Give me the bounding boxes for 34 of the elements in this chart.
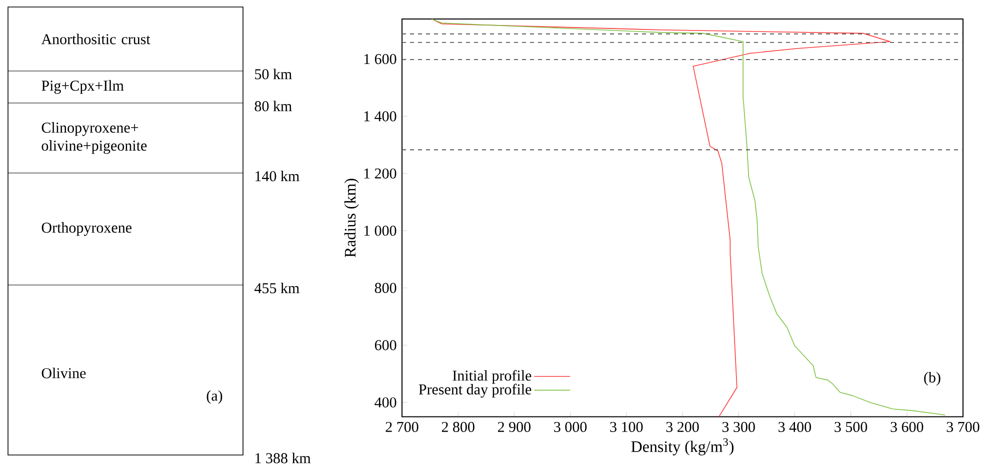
category-label: Clinopyroxene+ olivine+pigeonite: [42, 122, 147, 154]
category-label: Orthopyroxene: [42, 222, 132, 236]
y-tick-label: 400: [374, 397, 396, 408]
legend-label: Present day profile: [418, 384, 532, 398]
text: 80 km: [254, 100, 292, 112]
y-tick-label: 800: [374, 282, 396, 294]
x-tick-label: 3 400: [778, 422, 811, 432]
x-axis-title: Density (kg/m$^{3}$): [631, 438, 734, 456]
x-tick-label: 3 500: [834, 422, 868, 432]
x-tick-label: 3 700: [946, 422, 980, 432]
text: 140 km: [256, 170, 300, 182]
y-tick-label: 600: [374, 340, 396, 350]
text: 455 km: [254, 282, 300, 294]
y-tick-label: 1 600: [364, 54, 396, 64]
x-tick-label: 3 200: [666, 422, 699, 432]
category-label: Pig+Cpx+Ilm: [42, 80, 124, 94]
y-tick-label: 1 000: [364, 226, 396, 236]
text: (b): [924, 372, 940, 386]
text: 50 km: [255, 68, 292, 80]
y-tick-label: 1 400: [364, 111, 396, 122]
category-label: Anorthositic crust: [41, 34, 150, 44]
x-tick-label: 3 300: [722, 422, 755, 432]
y-axis-title: Radius (km): [344, 178, 359, 258]
legend-label: Initial profile: [452, 370, 532, 384]
x-tick-label: 2 700: [386, 422, 418, 432]
x-tick-label: 3 100: [610, 422, 643, 432]
x-tick-label: 2 900: [498, 422, 530, 432]
x-tick-label: 2 800: [442, 422, 474, 432]
x-tick-label: 3 600: [890, 422, 924, 432]
text: (a): [206, 390, 222, 404]
x-tick-label: 3 000: [554, 422, 587, 432]
category-label: Olivine: [42, 368, 86, 378]
y-tick-label: 1 200: [364, 168, 396, 179]
text: 1 388 km: [256, 452, 311, 464]
